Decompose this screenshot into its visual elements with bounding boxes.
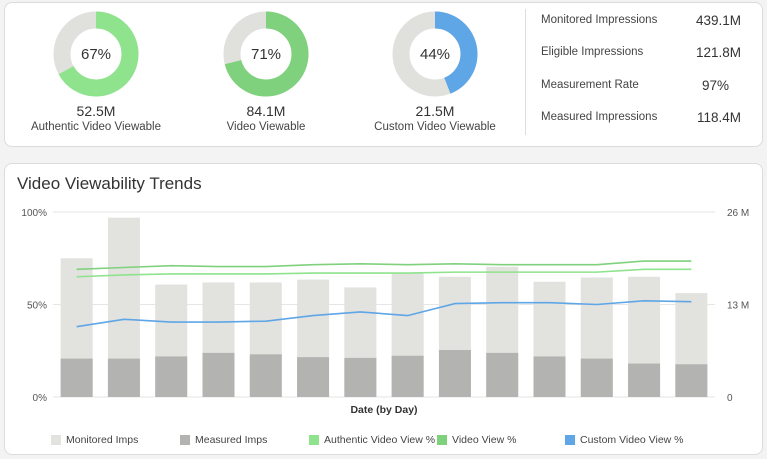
legend-label: Monitored Imps [66,434,139,446]
legend-item-measured-imps[interactable]: Measured Imps [180,434,267,446]
donut-label: Custom Video Viewable [374,121,496,133]
donut-label: Authentic Video Viewable [30,121,161,133]
donut-arc [223,11,309,97]
legend-swatch [437,435,447,445]
donut-chart: 44% [392,11,478,97]
donut-video-viewable[interactable]: 71% 84.1M Video Viewable [191,11,341,133]
bar-measured-imps [628,363,661,397]
bar-measured-imps [60,358,93,397]
series-line-2 [76,299,692,328]
metric-value: 439.1M [695,13,741,28]
donut-label: Video Viewable [226,121,306,133]
metric-label: Measured Impressions [541,111,658,123]
metric-eligible-impressions: Eligible Impressions 121.8M [541,45,741,66]
divider [525,9,526,135]
bar-measured-imps [249,354,282,397]
donut-custom-video-viewable[interactable]: 44% 21.5M Custom Video Viewable [360,11,510,133]
donut-chart: 67% [53,11,139,97]
left-tick-label: 50% [27,301,47,312]
bar-measured-imps [533,356,566,397]
metric-value: 97% [701,78,729,93]
metric-measurement-rate: Measurement Rate 97% [541,78,741,99]
right-tick-label: 26 M [727,208,749,219]
bar-measured-imps [202,352,235,397]
donut-arc [53,11,139,97]
metric-value: 118.4M [696,110,741,125]
left-tick-label: 0% [33,393,48,404]
legend-item-custom-video-view[interactable]: Custom Video View % [565,434,684,446]
donut-value: 52.5M [76,103,116,119]
trend-chart-card: Video Viewability Trends 0% 50% 100% 0 13 M 2… [4,163,763,455]
right-tick-label: 13 M [727,301,749,312]
donut-authentic-video-viewable[interactable]: 67% 52.5M Authentic Video Viewable [21,11,171,133]
donut-percent: 71% [251,46,281,63]
donut-value: 21.5M [415,103,455,119]
bar-measured-imps [391,355,424,397]
legend-swatch [565,435,575,445]
metric-measured-impressions: Measured Impressions 118.4M [541,110,741,131]
right-tick-label: 0 [727,393,733,404]
bar-measured-imps [297,357,330,397]
bar-measured-imps [486,352,519,397]
bar-measured-imps [344,357,377,397]
legend-swatch [309,435,319,445]
donut-value: 84.1M [246,103,286,119]
trend-chart-svg: 0% 50% 100% 0 13 M 26 M Date (by Day) [21,208,749,416]
bar-measured-imps [155,356,188,397]
legend-label: Measured Imps [195,434,268,446]
series-line-0 [76,268,692,278]
x-axis-label: Date (by Day) [350,404,417,416]
metric-label: Monitored Impressions [541,14,658,26]
legend-label: Authentic Video View % [324,434,436,446]
series-line-1 [76,260,692,271]
bar-measured-imps [438,350,471,397]
legend-item-authentic-video-view[interactable]: Authentic Video View % [309,434,435,446]
bar-measured-imps [675,364,708,397]
chart-title: Video Viewability Trends [17,174,202,193]
metric-monitored-impressions: Monitored Impressions 439.1M [541,13,741,34]
bar-measured-imps [580,358,613,397]
kpi-summary-card: 67% 52.5M Authentic Video Viewable 71% 8… [4,2,763,147]
donut-arc [392,11,478,97]
metric-value: 121.8M [695,45,741,60]
metric-label: Measurement Rate [541,79,639,91]
bar-measured-imps [107,358,140,397]
legend-label: Video View % [452,434,517,446]
donut-percent: 67% [81,46,111,63]
metric-label: Eligible Impressions [541,46,644,58]
legend-item-video-view[interactable]: Video View % [437,434,516,446]
donut-percent: 44% [420,46,450,63]
legend-item-monitored-imps[interactable]: Monitored Imps [51,434,138,446]
left-tick-label: 100% [21,208,47,219]
legend-swatch [51,435,61,445]
donut-chart: 71% [223,11,309,97]
legend-swatch [180,435,190,445]
legend-label: Custom Video View % [580,434,684,446]
